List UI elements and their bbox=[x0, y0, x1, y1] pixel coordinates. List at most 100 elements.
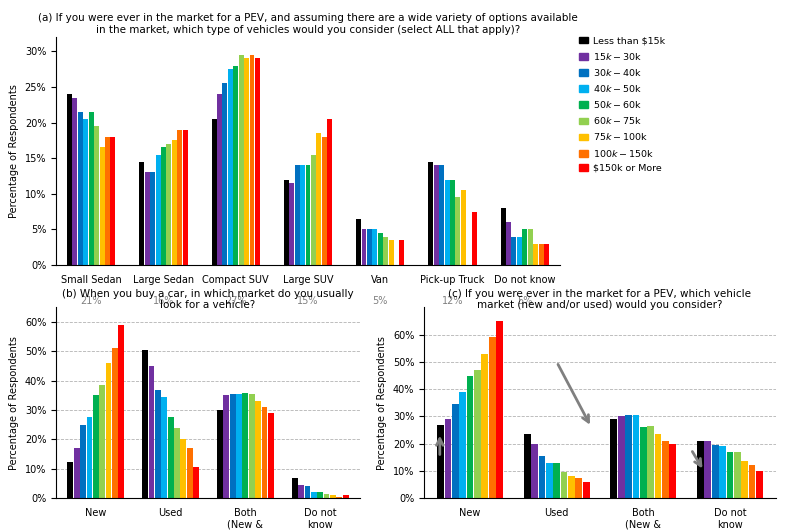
Bar bbox=[517, 236, 522, 265]
Bar bbox=[662, 441, 669, 498]
Text: 16%: 16% bbox=[153, 296, 174, 306]
Bar bbox=[482, 354, 488, 498]
Bar bbox=[459, 392, 466, 498]
Bar bbox=[383, 236, 388, 265]
Bar bbox=[524, 434, 530, 498]
Bar bbox=[342, 495, 349, 498]
Bar bbox=[749, 465, 755, 498]
Bar bbox=[290, 183, 294, 265]
Bar bbox=[327, 119, 332, 265]
Y-axis label: Percentage of Respondents: Percentage of Respondents bbox=[378, 336, 387, 470]
Bar bbox=[228, 69, 233, 265]
Bar bbox=[316, 133, 322, 265]
Bar bbox=[389, 240, 394, 265]
Bar bbox=[155, 155, 161, 265]
Bar bbox=[647, 426, 654, 498]
Bar bbox=[311, 155, 316, 265]
Bar bbox=[618, 417, 625, 498]
Bar bbox=[438, 425, 444, 498]
Bar bbox=[73, 98, 78, 265]
Bar bbox=[242, 393, 248, 498]
Bar bbox=[719, 446, 726, 498]
Bar bbox=[217, 410, 223, 498]
Bar bbox=[83, 119, 88, 265]
Bar bbox=[222, 83, 227, 265]
Text: 5%: 5% bbox=[373, 296, 388, 306]
Y-axis label: Percentage of Respondents: Percentage of Respondents bbox=[9, 84, 19, 218]
Bar bbox=[511, 236, 517, 265]
Bar bbox=[142, 350, 148, 498]
Bar bbox=[474, 370, 481, 498]
Bar bbox=[445, 419, 451, 498]
Bar bbox=[726, 452, 734, 498]
Bar bbox=[712, 445, 718, 498]
Bar bbox=[501, 208, 506, 265]
Bar bbox=[582, 482, 590, 498]
Bar bbox=[106, 363, 111, 498]
Bar bbox=[568, 476, 575, 498]
Bar bbox=[110, 137, 115, 265]
Bar bbox=[742, 462, 748, 498]
Bar bbox=[178, 130, 182, 265]
Bar bbox=[217, 94, 222, 265]
Bar bbox=[244, 58, 249, 265]
Bar bbox=[756, 471, 762, 498]
Bar bbox=[105, 137, 110, 265]
Bar bbox=[99, 147, 105, 265]
Bar bbox=[99, 385, 105, 498]
Text: 21%: 21% bbox=[81, 296, 102, 306]
Bar bbox=[522, 229, 527, 265]
Bar bbox=[249, 394, 254, 498]
Bar bbox=[150, 172, 155, 265]
Bar bbox=[439, 165, 444, 265]
Bar bbox=[89, 112, 94, 265]
Bar bbox=[461, 190, 466, 265]
Bar bbox=[625, 415, 632, 498]
Bar bbox=[193, 467, 199, 498]
Bar bbox=[234, 66, 238, 265]
Bar bbox=[434, 165, 438, 265]
Bar bbox=[697, 441, 704, 498]
Text: 15%: 15% bbox=[298, 296, 318, 306]
Bar bbox=[544, 244, 549, 265]
Bar bbox=[528, 229, 533, 265]
Bar bbox=[67, 94, 72, 265]
Bar bbox=[182, 130, 188, 265]
Bar bbox=[78, 112, 83, 265]
Bar bbox=[356, 219, 361, 265]
Bar bbox=[162, 397, 167, 498]
Bar bbox=[236, 394, 242, 498]
Bar bbox=[180, 439, 186, 498]
Bar bbox=[336, 497, 342, 498]
Bar bbox=[489, 338, 495, 498]
Bar bbox=[318, 492, 323, 498]
Bar bbox=[305, 487, 310, 498]
Bar bbox=[362, 229, 366, 265]
Bar bbox=[230, 394, 236, 498]
Bar bbox=[118, 325, 124, 498]
Bar bbox=[734, 452, 741, 498]
Bar bbox=[94, 126, 99, 265]
Bar bbox=[330, 495, 336, 498]
Bar bbox=[172, 140, 177, 265]
Bar bbox=[80, 425, 86, 498]
Bar bbox=[450, 180, 455, 265]
Bar bbox=[149, 366, 154, 498]
Bar bbox=[506, 222, 511, 265]
Bar bbox=[255, 401, 261, 498]
Y-axis label: Percentage of Respondents: Percentage of Respondents bbox=[10, 336, 19, 470]
Bar bbox=[74, 448, 80, 498]
Legend: Less than $15k, $15k-$30k, $30k-$40k, $40k-$50k, $50k-$60k, $60k-$75k, $75k-$100: Less than $15k, $15k-$30k, $30k-$40k, $4… bbox=[575, 32, 669, 176]
Bar bbox=[67, 462, 74, 498]
Bar bbox=[472, 211, 477, 265]
Bar bbox=[166, 144, 171, 265]
Bar bbox=[86, 418, 92, 498]
Bar bbox=[311, 492, 317, 498]
Bar bbox=[161, 147, 166, 265]
Bar bbox=[399, 240, 405, 265]
Bar bbox=[445, 180, 450, 265]
Bar bbox=[306, 165, 310, 265]
Bar bbox=[322, 137, 326, 265]
Bar bbox=[496, 321, 503, 498]
Bar bbox=[428, 162, 434, 265]
